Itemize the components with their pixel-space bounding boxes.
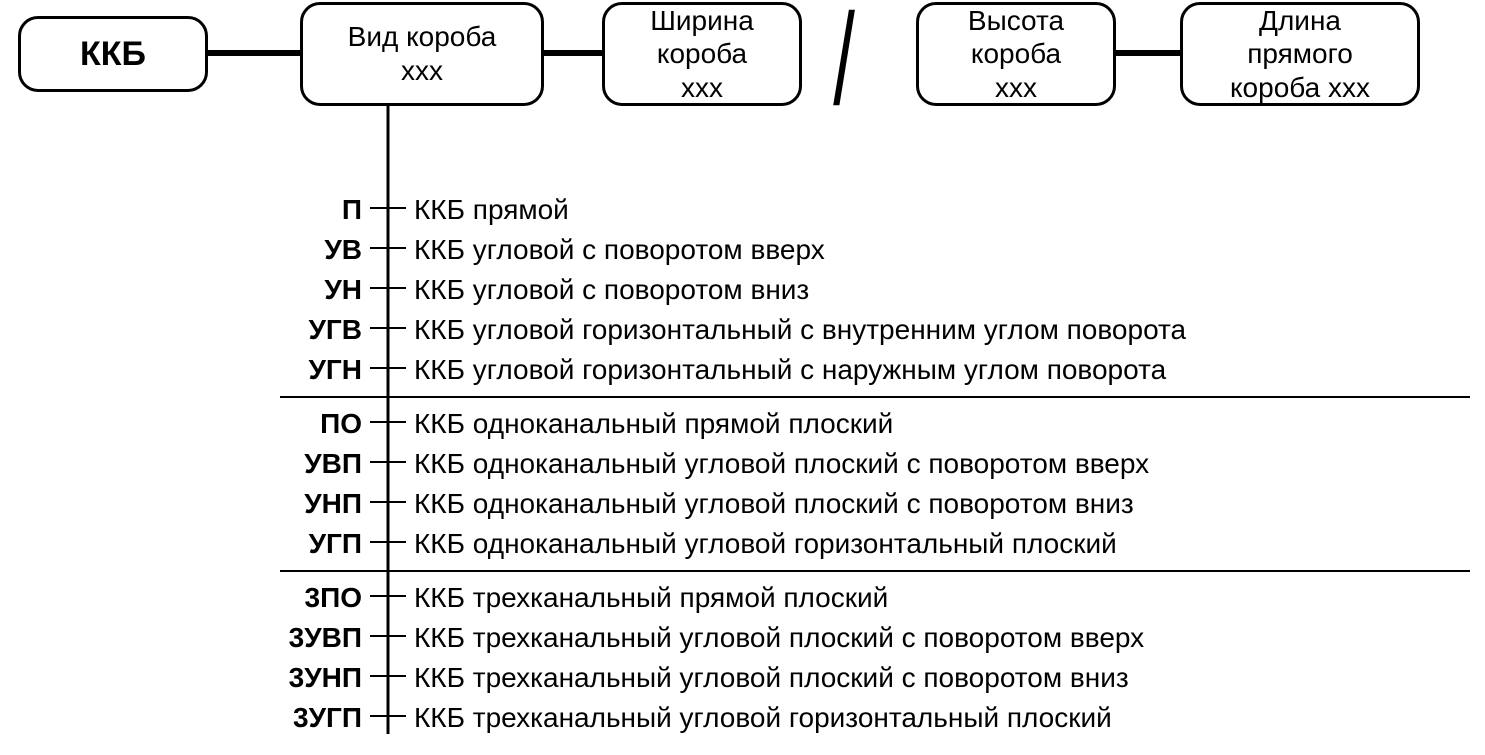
type-code: 3УНП — [0, 662, 362, 694]
type-code: 3УВП — [0, 622, 362, 654]
type-code: П — [0, 194, 362, 226]
type-description: ККБ трехканальный угловой горизонтальный… — [414, 702, 1112, 734]
type-description: ККБ трехканальный угловой плоский с пово… — [414, 662, 1129, 694]
type-description: ККБ одноканальный угловой горизонтальный… — [414, 528, 1117, 560]
type-description: ККБ прямой — [414, 194, 569, 226]
type-description: ККБ угловой с поворотом вниз — [414, 274, 809, 306]
type-code: 3ПО — [0, 582, 362, 614]
type-description: ККБ трехканальный угловой плоский с пово… — [414, 622, 1144, 654]
type-description: ККБ одноканальный прямой плоский — [414, 408, 893, 440]
group-separator-1 — [280, 396, 1470, 398]
type-description: ККБ одноканальный угловой плоский с пово… — [414, 488, 1134, 520]
type-code: УВ — [0, 234, 362, 266]
type-code: УГП — [0, 528, 362, 560]
type-code: УН — [0, 274, 362, 306]
type-code: УГН — [0, 354, 362, 386]
type-description: ККБ одноканальный угловой плоский с пово… — [414, 448, 1149, 480]
type-description: ККБ угловой горизонтальный с наружным уг… — [414, 354, 1166, 386]
type-code: ПО — [0, 408, 362, 440]
type-description: ККБ угловой горизонтальный с внутренним … — [414, 314, 1186, 346]
type-description: ККБ трехканальный прямой плоский — [414, 582, 888, 614]
type-code: УВП — [0, 448, 362, 480]
type-code: 3УГП — [0, 702, 362, 734]
type-description: ККБ угловой с поворотом вверх — [414, 234, 825, 266]
group-separator-2 — [280, 570, 1470, 572]
type-code: УНП — [0, 488, 362, 520]
type-code: УГВ — [0, 314, 362, 346]
